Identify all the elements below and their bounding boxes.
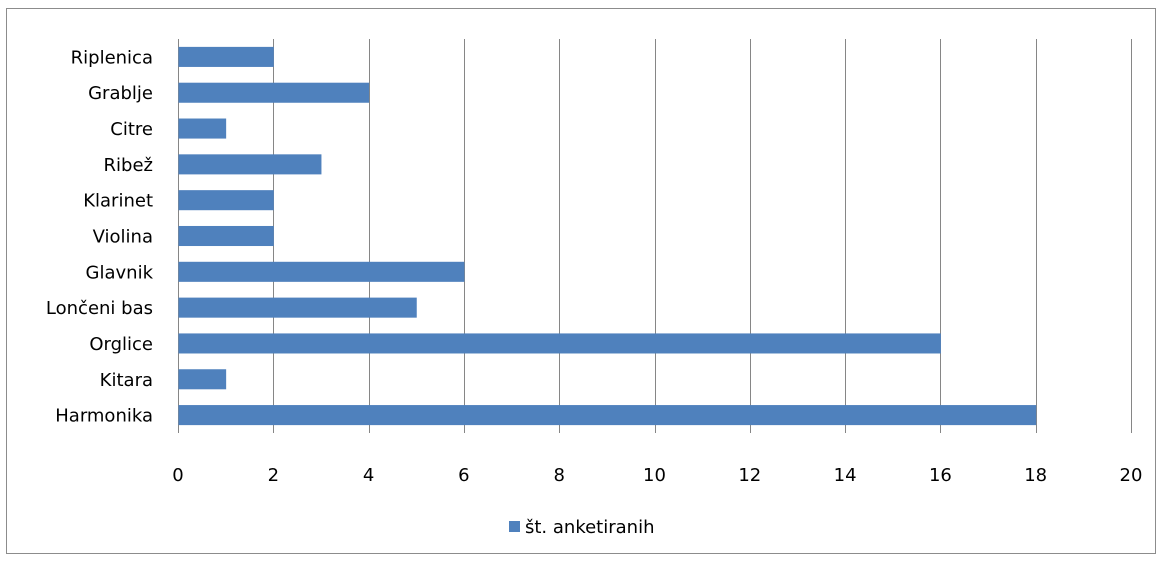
category-label: Kitara bbox=[100, 370, 153, 391]
category-label: Glavnik bbox=[86, 262, 154, 283]
x-tick-label: 0 bbox=[172, 465, 183, 486]
category-label: Grablje bbox=[88, 83, 153, 104]
chart-frame: Riplenica Grablje Citre Ribež Klarinet Violin… bbox=[6, 8, 1156, 554]
category-label: Harmonika bbox=[55, 406, 153, 427]
legend: št. anketiranih bbox=[509, 517, 654, 538]
category-label: Orglice bbox=[89, 334, 153, 355]
x-tick-label: 18 bbox=[1024, 465, 1047, 486]
bar-harmonika bbox=[178, 405, 1037, 426]
bar-violina bbox=[178, 225, 274, 247]
category-label: Lončeni bas bbox=[46, 298, 153, 319]
x-tick-label: 14 bbox=[834, 465, 857, 486]
category-label: Citre bbox=[110, 119, 153, 140]
bar-lončeni-bas bbox=[178, 297, 417, 318]
x-tick-labels: 0 2 4 6 8 10 12 14 16 18 20 bbox=[172, 465, 1142, 486]
gridlines bbox=[178, 39, 1132, 433]
bar-orglice bbox=[178, 333, 941, 354]
category-label: Ribež bbox=[104, 155, 153, 176]
category-label: Violina bbox=[93, 227, 153, 248]
bar-ribež bbox=[178, 154, 322, 175]
bar-citre bbox=[178, 118, 227, 139]
bar-kitara bbox=[178, 369, 227, 390]
bar-riplenica bbox=[178, 46, 274, 67]
category-labels: Riplenica Grablje Citre Ribež Klarinet Violin… bbox=[46, 47, 154, 426]
category-label: Riplenica bbox=[71, 47, 153, 68]
x-tick-label: 4 bbox=[363, 465, 374, 486]
x-tick-label: 6 bbox=[458, 465, 469, 486]
x-tick-label: 2 bbox=[268, 465, 279, 486]
legend-swatch bbox=[509, 521, 520, 532]
x-tick-label: 16 bbox=[929, 465, 952, 486]
legend-label: št. anketiranih bbox=[525, 517, 654, 538]
bar-grablje bbox=[178, 82, 370, 103]
bar-klarinet bbox=[178, 190, 274, 211]
category-label: Klarinet bbox=[83, 191, 153, 212]
bars bbox=[178, 46, 1037, 426]
x-tick-label: 20 bbox=[1120, 465, 1143, 486]
x-tick-label: 10 bbox=[643, 465, 666, 486]
bar-glavnik bbox=[178, 261, 465, 282]
x-tick-label: 8 bbox=[553, 465, 564, 486]
x-tick-label: 12 bbox=[738, 465, 761, 486]
bar-chart: Riplenica Grablje Citre Ribež Klarinet Violin… bbox=[46, 39, 1142, 538]
